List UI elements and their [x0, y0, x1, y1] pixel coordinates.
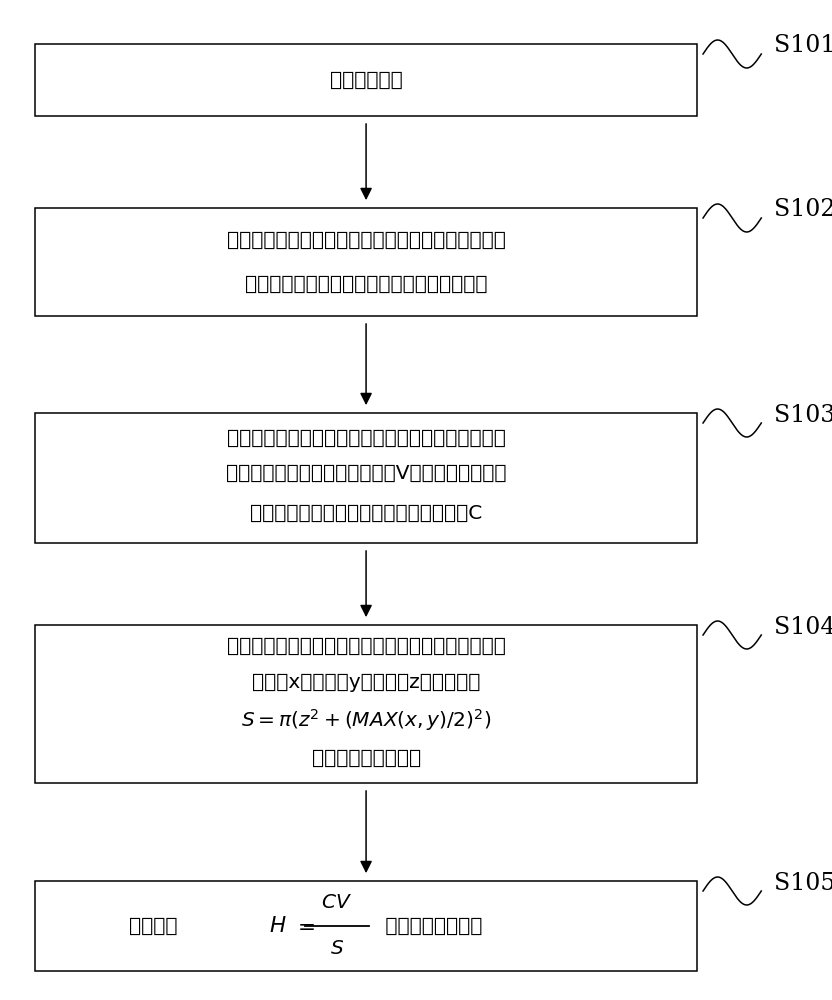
Text: $=$: $=$	[293, 916, 314, 936]
Text: 通过能谱仪对所述岩心样品的可动油膜进行元素含量: 通过能谱仪对所述岩心样品的可动油膜进行元素含量	[226, 231, 506, 249]
Text: 选取岩心样品: 选取岩心样品	[329, 70, 403, 90]
FancyBboxPatch shape	[35, 625, 697, 783]
Text: S104: S104	[774, 615, 832, 639]
FancyBboxPatch shape	[35, 44, 697, 116]
Text: 长度为x，宽度为y，高度为z，根据公式: 长度为x，宽度为y，高度为z，根据公式	[252, 672, 480, 692]
Text: S105: S105	[774, 871, 832, 894]
Text: 计算油膜赋存厚度: 计算油膜赋存厚度	[379, 916, 482, 936]
Text: $CV$: $CV$	[321, 894, 353, 912]
Text: S102: S102	[774, 198, 832, 222]
Text: $S$: $S$	[330, 940, 344, 958]
Text: 利用场发射环境扫描电镜测量油膜赋存的孔隙尺寸的: 利用场发射环境扫描电镜测量油膜赋存的孔隙尺寸的	[226, 637, 506, 656]
Text: S101: S101	[774, 34, 832, 57]
FancyBboxPatch shape	[35, 413, 697, 543]
Text: 根据所述岩心样品中的元素的质量百分比和原子数百: 根据所述岩心样品中的元素的质量百分比和原子数百	[226, 428, 506, 448]
Text: 利用公式: 利用公式	[129, 916, 184, 936]
Text: S103: S103	[774, 403, 832, 426]
Text: 的体积占所述能谱仪总探测范围的百分比C: 的体积占所述能谱仪总探测范围的百分比C	[250, 504, 483, 522]
FancyBboxPatch shape	[35, 881, 697, 971]
Text: $\mathit{H}$: $\mathit{H}$	[269, 916, 286, 936]
Text: 计算油膜覆盖表面积: 计算油膜覆盖表面积	[311, 748, 421, 768]
Text: $S=\pi(z^2+(MAX(x,y)/2)^2)$: $S=\pi(z^2+(MAX(x,y)/2)^2)$	[241, 707, 491, 733]
Text: 分比计算所述能谱仪的探测范围V以及所述可动油膜: 分比计算所述能谱仪的探测范围V以及所述可动油膜	[225, 464, 507, 483]
FancyBboxPatch shape	[35, 208, 697, 316]
Text: 测定，得到元素的质量百分比和原子数百分比: 测定，得到元素的质量百分比和原子数百分比	[245, 274, 488, 294]
